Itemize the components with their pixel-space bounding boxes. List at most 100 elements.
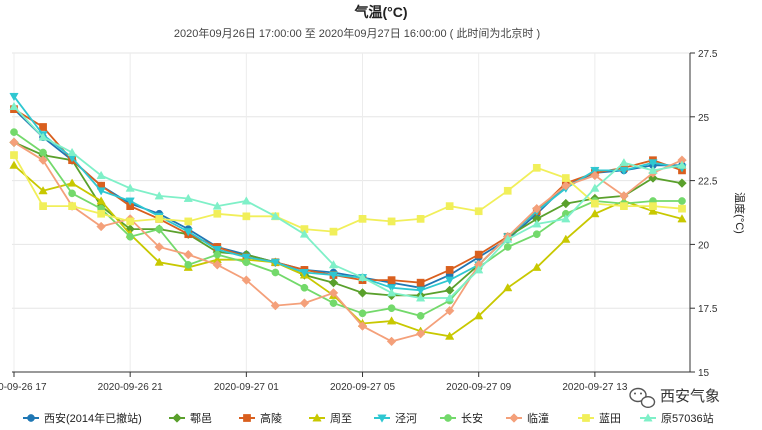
series-8	[9, 101, 687, 302]
y-axis-label: 温度(°C)	[733, 192, 747, 234]
legend-swatch-marker	[312, 413, 322, 422]
data-point	[474, 311, 484, 320]
legend-item[interactable]: 蓝田	[578, 412, 621, 425]
legend-item[interactable]: 长安	[440, 411, 483, 425]
data-point	[357, 272, 368, 282]
legend-label: 鄠邑	[190, 412, 212, 425]
data-point	[532, 163, 541, 172]
legend-label: 泾河	[395, 412, 417, 425]
data-point	[677, 160, 687, 169]
data-point	[299, 269, 310, 278]
legend-item[interactable]: 泾河	[374, 412, 417, 425]
watermark-text: 西安气象	[660, 388, 720, 405]
data-point	[532, 230, 541, 239]
data-point	[270, 300, 281, 311]
data-point	[503, 234, 513, 243]
data-point	[532, 262, 542, 271]
series-2	[10, 105, 686, 287]
data-point	[415, 293, 426, 302]
data-point	[387, 276, 396, 284]
legend-swatch-marker	[509, 413, 519, 423]
data-point	[561, 198, 571, 209]
data-point	[270, 211, 281, 220]
x-tick-label: 2020-09-27 01	[214, 382, 279, 393]
data-point	[9, 92, 19, 102]
legend-swatch-marker	[444, 414, 452, 422]
data-point	[474, 265, 484, 274]
data-point	[328, 288, 339, 298]
data-point	[39, 202, 47, 210]
data-point	[416, 278, 425, 287]
data-point	[386, 316, 397, 325]
data-point	[183, 249, 194, 260]
data-point	[10, 151, 18, 159]
data-point	[213, 209, 222, 218]
data-point	[154, 191, 164, 200]
data-point	[474, 250, 483, 259]
legend-label: 周至	[330, 412, 352, 425]
legend-swatch-marker	[243, 414, 251, 422]
data-point	[184, 260, 193, 269]
data-point	[416, 215, 425, 223]
data-point	[677, 214, 687, 223]
data-point	[299, 229, 310, 238]
data-point	[619, 166, 629, 176]
data-point	[590, 170, 600, 181]
legend-label: 临潼	[527, 411, 549, 425]
data-point	[329, 299, 338, 307]
data-point	[561, 180, 571, 191]
legend-label: 高陵	[260, 411, 282, 425]
data-point	[68, 189, 76, 198]
data-point	[300, 283, 309, 292]
legend-item[interactable]: 原57036站	[640, 411, 714, 425]
x-tick-label: 2020-09-26 21	[98, 382, 163, 393]
data-point	[270, 258, 281, 267]
data-point	[126, 232, 135, 241]
data-point	[561, 174, 570, 182]
data-point	[386, 336, 397, 347]
legend-item[interactable]: 周至	[309, 412, 352, 425]
data-point	[532, 203, 542, 214]
legend-item[interactable]: 西安(2014年已撤站)	[23, 411, 142, 425]
data-point	[416, 312, 425, 320]
data-point	[155, 225, 164, 233]
wechat-icon	[629, 387, 656, 409]
data-point	[125, 183, 135, 192]
data-point	[678, 197, 686, 205]
legend-item[interactable]: 临潼	[506, 411, 549, 425]
data-point	[387, 304, 396, 313]
y-tick-label: 15	[698, 368, 710, 379]
x-tick-label: 2020-09-27 13	[562, 382, 627, 393]
data-point	[96, 170, 106, 179]
data-point	[358, 309, 367, 318]
data-point	[619, 191, 629, 201]
data-point	[154, 242, 164, 252]
legend-item[interactable]: 高陵	[239, 411, 282, 425]
data-point	[678, 204, 686, 213]
data-point	[357, 321, 368, 331]
legend-item[interactable]: 鄠邑	[169, 412, 212, 425]
legend: 西安(2014年已撤站) 鄠邑 高陵 周至 泾河 长安 临潼 蓝田 原57036站	[23, 411, 714, 425]
legend-swatch-marker	[582, 414, 590, 422]
data-point	[242, 212, 251, 221]
data-point	[328, 271, 339, 280]
data-point	[503, 186, 512, 195]
data-point	[561, 214, 571, 223]
legend-label: 西安(2014年已撤站)	[44, 411, 142, 425]
data-point	[299, 298, 310, 308]
data-point	[591, 199, 599, 208]
data-point	[415, 286, 426, 296]
y-tick-label: 20	[698, 240, 710, 251]
legend-swatch-marker	[377, 414, 387, 423]
y-tick-label: 22.5	[698, 177, 718, 188]
data-point	[329, 227, 338, 236]
data-point	[96, 187, 106, 196]
chart-subtitle: 2020年09月26日 17:00:00 至 2020年09月27日 16:00…	[174, 26, 540, 40]
data-point	[620, 202, 628, 210]
data-point	[328, 277, 339, 288]
series-line	[13, 141, 683, 343]
series-3	[9, 160, 687, 340]
data-point	[590, 209, 600, 218]
